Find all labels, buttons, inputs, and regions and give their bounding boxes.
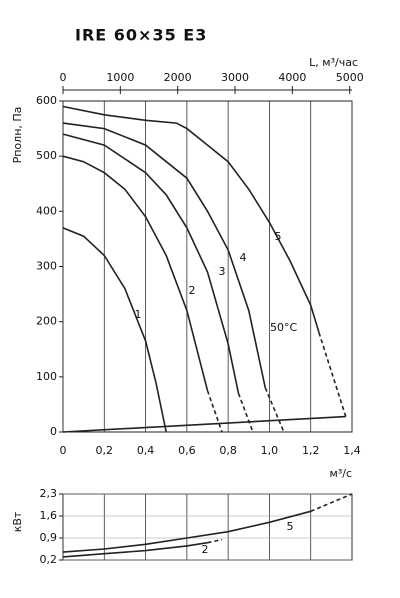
curve-extension [206, 390, 223, 433]
plot-frame [62, 100, 353, 433]
x-tick-label: 0,4 [137, 444, 155, 457]
y-tick-label: 500 [36, 149, 57, 162]
y-axis-label: Pполн, Па [11, 107, 24, 164]
x2-tick-label: 2000 [164, 71, 192, 84]
y-tick-label: 2,3 [40, 487, 58, 500]
curve [62, 415, 346, 433]
x-tick-label: 0,8 [219, 444, 237, 457]
curve [62, 122, 267, 389]
curve [62, 541, 208, 558]
curve-label: 4 [240, 251, 247, 264]
y-tick-label: 100 [36, 370, 57, 383]
x-tick-label: 1,4 [343, 444, 361, 457]
x2-tick-label: 5000 [336, 71, 364, 84]
curve-label: 2 [202, 543, 209, 556]
x-axis-label: м³/с [330, 467, 352, 480]
curve [62, 155, 209, 391]
curve [62, 227, 167, 433]
y-tick-label: 1,6 [40, 509, 58, 522]
curve-label: 5 [275, 230, 282, 243]
curve-label: 5 [287, 520, 294, 533]
y-tick-label: 0,2 [40, 553, 58, 566]
y-tick-label: 0,9 [40, 531, 58, 544]
x2-tick-label: 4000 [278, 71, 306, 84]
annotation: 50°C [270, 321, 297, 334]
chart-title: IRE 60×35 E3 [75, 26, 207, 45]
curve-extension [237, 393, 254, 433]
curve-label: 3 [219, 265, 226, 278]
y-tick-label: 0 [50, 425, 57, 438]
curve [62, 510, 311, 553]
y-tick-label: 400 [36, 204, 57, 217]
curve-extension [207, 538, 223, 544]
x2-tick-label: 0 [60, 71, 67, 84]
x-tick-label: 1,0 [261, 444, 279, 457]
curve-label: 1 [135, 308, 142, 321]
x2-tick-label: 1000 [106, 71, 134, 84]
y-tick-label: 600 [36, 94, 57, 107]
curve-extension [318, 332, 347, 417]
x2-axis-label: L, м³/час [309, 56, 358, 69]
curve [62, 105, 320, 333]
curve-extension [264, 387, 285, 433]
y-tick-label: 200 [36, 315, 57, 328]
x-tick-label: 1,2 [302, 444, 320, 457]
x-tick-label: 0,6 [178, 444, 196, 457]
x-tick-label: 0 [60, 444, 67, 457]
y-axis-label: кВт [11, 511, 24, 532]
curve [62, 133, 240, 394]
curve-label: 2 [189, 284, 196, 297]
y-tick-label: 300 [36, 260, 57, 273]
x-tick-label: 0,2 [96, 444, 114, 457]
x2-tick-label: 3000 [221, 71, 249, 84]
curve-extension [310, 493, 353, 513]
